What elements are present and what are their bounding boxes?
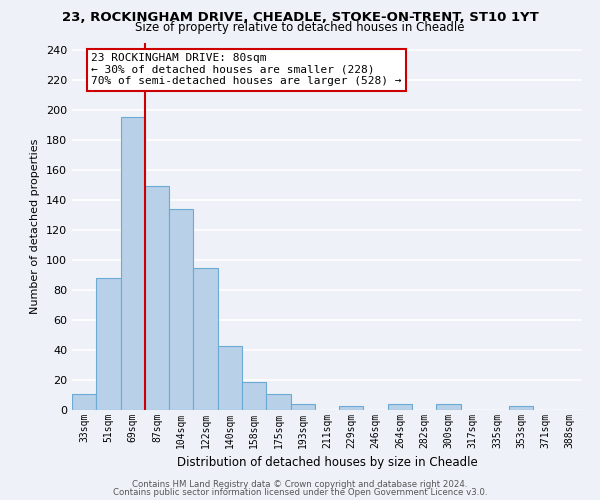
Bar — [193, 268, 218, 410]
Bar — [121, 118, 145, 410]
Bar — [436, 404, 461, 410]
Bar — [96, 278, 121, 410]
Bar — [266, 394, 290, 410]
Bar — [169, 209, 193, 410]
Bar — [339, 406, 364, 410]
X-axis label: Distribution of detached houses by size in Cheadle: Distribution of detached houses by size … — [176, 456, 478, 469]
Text: Contains HM Land Registry data © Crown copyright and database right 2024.: Contains HM Land Registry data © Crown c… — [132, 480, 468, 489]
Bar — [145, 186, 169, 410]
Text: Contains public sector information licensed under the Open Government Licence v3: Contains public sector information licen… — [113, 488, 487, 497]
Y-axis label: Number of detached properties: Number of detached properties — [31, 138, 40, 314]
Bar — [388, 404, 412, 410]
Bar — [218, 346, 242, 410]
Bar — [72, 394, 96, 410]
Text: Size of property relative to detached houses in Cheadle: Size of property relative to detached ho… — [135, 21, 465, 34]
Bar — [509, 406, 533, 410]
Text: 23, ROCKINGHAM DRIVE, CHEADLE, STOKE-ON-TRENT, ST10 1YT: 23, ROCKINGHAM DRIVE, CHEADLE, STOKE-ON-… — [62, 11, 538, 24]
Bar — [290, 404, 315, 410]
Text: 23 ROCKINGHAM DRIVE: 80sqm
← 30% of detached houses are smaller (228)
70% of sem: 23 ROCKINGHAM DRIVE: 80sqm ← 30% of deta… — [91, 53, 402, 86]
Bar — [242, 382, 266, 410]
